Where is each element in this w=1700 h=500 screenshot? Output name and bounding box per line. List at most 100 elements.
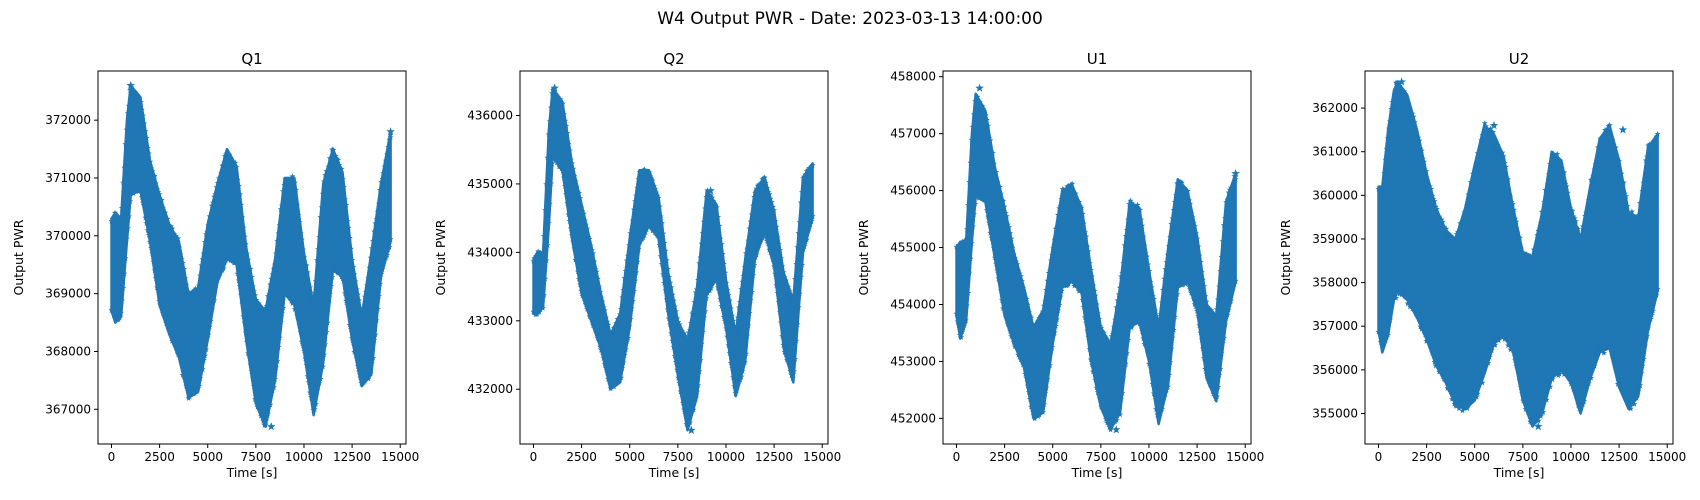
data-point [109,306,116,312]
subplot-grid: 0 2500 5000 7500 10000 12500 15000367000368000… [11,50,1686,480]
data-point [1477,148,1484,155]
data-point [338,273,345,280]
data-point [995,275,1002,282]
data-point [222,257,229,263]
data-point [364,282,371,288]
data-point [1618,379,1625,385]
data-point [291,306,298,312]
data-point [1549,376,1556,383]
data-point [307,389,314,396]
data-point [110,311,117,318]
data-point [1599,340,1606,346]
data-point [189,389,196,395]
data-point [620,287,627,293]
data-point [800,245,807,252]
data-point [982,112,989,118]
data-point [1073,281,1080,287]
data-point [1397,285,1404,291]
data-point [1505,176,1512,182]
data-point [794,244,801,250]
data-point [262,307,269,313]
data-point [581,217,588,224]
data-point [772,270,779,277]
data-point [1102,334,1109,341]
data-point [353,286,360,293]
data-point [662,247,669,254]
data-point [357,305,364,311]
data-point [318,204,325,211]
data-point [199,256,206,262]
data-point [192,285,199,292]
data-point [1595,144,1602,151]
data-point [695,276,702,283]
edge-points [1375,79,1661,426]
data-point [1133,204,1140,211]
data-point [1480,138,1487,144]
data-point [298,236,305,243]
data-point [1488,347,1495,353]
data-point [309,298,316,305]
data-point [277,319,284,325]
data-point [1129,316,1136,323]
data-point [1585,380,1592,387]
data-point [1146,267,1153,274]
data-point [744,332,751,339]
data-point [1058,287,1065,294]
data-point [1409,305,1416,312]
data-point [1203,370,1210,377]
data-point [1139,328,1146,334]
data-point [767,249,774,255]
data-point [1482,123,1489,129]
data-point [644,223,651,230]
data-point [1425,186,1432,193]
data-point [1007,230,1014,236]
data-point [650,226,657,233]
data-point [698,340,705,347]
data-point [598,346,605,353]
data-point [1627,405,1634,412]
data-point [1408,301,1415,308]
y-tick-label: 455000 [890,241,936,255]
data-point [1173,192,1180,198]
data-point [1464,202,1471,208]
x-tick-label: 2500 [1411,450,1442,464]
data-point [214,179,221,186]
data-point [996,183,1003,190]
data-point [1121,364,1128,370]
data-point [179,371,186,378]
data-point [1153,313,1160,319]
data-point [373,216,380,222]
data-point [157,200,164,206]
data-point [1051,329,1058,336]
x-tick-label: 2500 [566,450,597,464]
data-point [111,209,118,216]
data-point [375,292,382,299]
data-point [745,237,752,244]
x-tick-label: 0 [953,450,961,464]
data-point [1009,244,1016,251]
data-point [630,206,637,213]
data-point [746,225,753,232]
data-point [1465,401,1472,408]
data-point [684,336,691,342]
data-point [1435,363,1442,370]
data-point [1187,200,1194,207]
data-point [1185,281,1192,288]
data-point [734,382,741,389]
data-point [782,351,789,358]
data-point [597,289,604,295]
data-point [1569,380,1576,387]
data-point [144,144,151,151]
subplot-title: U2 [1509,50,1530,68]
data-point [328,282,335,289]
data-point [729,312,736,319]
data-point [966,269,973,276]
axes-frame [1364,70,1674,445]
data-point [339,176,346,182]
data-point [1595,347,1602,354]
data-point [1049,252,1056,258]
data-point [1543,186,1550,193]
data-point [1030,324,1037,331]
data-point [183,383,190,389]
data-point [959,328,966,335]
